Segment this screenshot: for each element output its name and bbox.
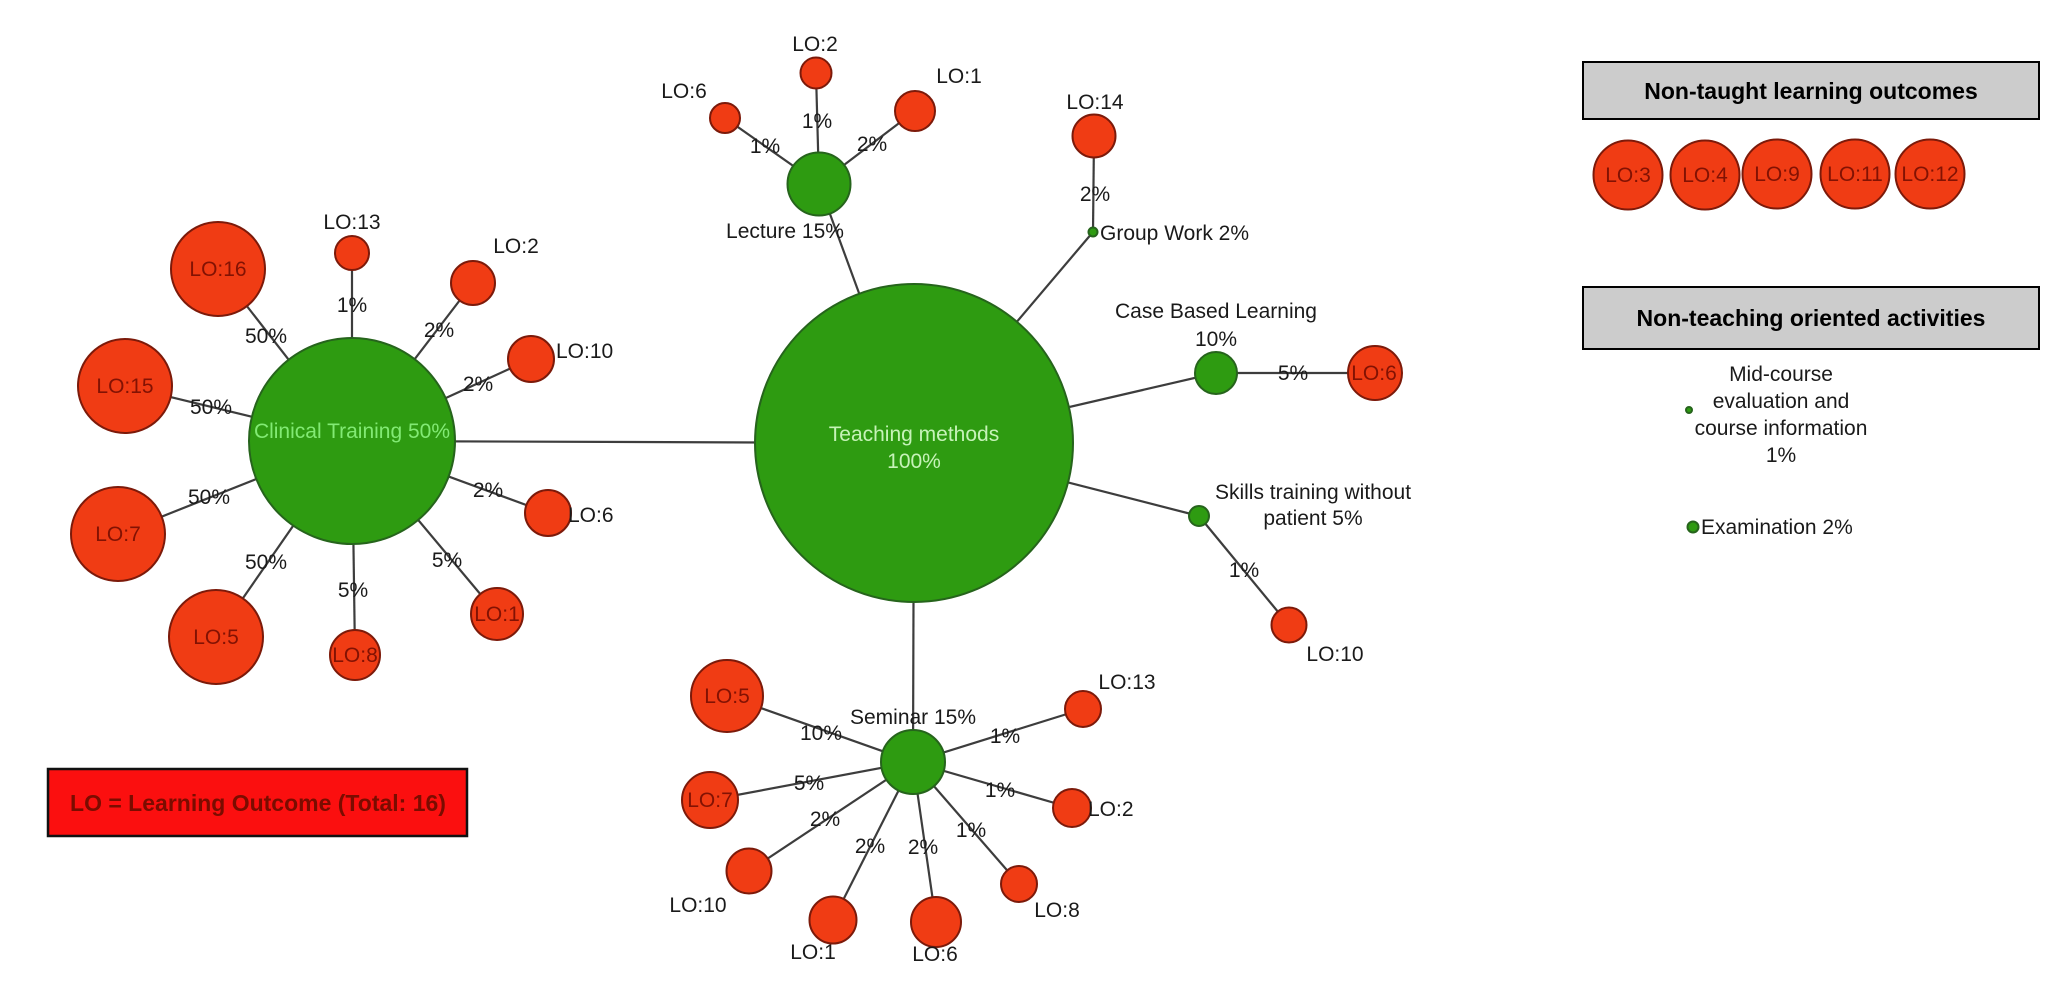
- svg-text:LO:1: LO:1: [790, 941, 836, 964]
- svg-text:LO:3: LO:3: [1605, 164, 1651, 187]
- svg-text:patient 5%: patient 5%: [1263, 507, 1362, 530]
- svg-text:50%: 50%: [190, 396, 232, 419]
- svg-text:course information: course information: [1695, 417, 1868, 440]
- svg-text:LO:1: LO:1: [936, 65, 982, 88]
- svg-text:1%: 1%: [802, 110, 832, 133]
- svg-text:50%: 50%: [245, 551, 287, 574]
- svg-text:LO:4: LO:4: [1682, 164, 1728, 187]
- svg-text:LO:9: LO:9: [1754, 163, 1800, 186]
- svg-text:Skills training without: Skills training without: [1215, 481, 1411, 504]
- svg-text:1%: 1%: [985, 779, 1015, 802]
- svg-text:LO:10: LO:10: [669, 894, 726, 917]
- svg-text:LO:14: LO:14: [1066, 91, 1124, 114]
- svg-text:LO:5: LO:5: [704, 685, 750, 708]
- svg-text:2%: 2%: [908, 836, 938, 859]
- svg-text:Examination 2%: Examination 2%: [1701, 516, 1853, 539]
- svg-text:5%: 5%: [794, 772, 824, 795]
- svg-text:LO:6: LO:6: [568, 504, 614, 527]
- svg-text:50%: 50%: [188, 486, 230, 509]
- svg-text:LO:1: LO:1: [474, 603, 520, 626]
- svg-text:2%: 2%: [855, 835, 885, 858]
- svg-text:2%: 2%: [1080, 183, 1110, 206]
- svg-text:Mid-course: Mid-course: [1729, 363, 1833, 386]
- svg-text:LO:8: LO:8: [1034, 899, 1080, 922]
- svg-text:LO:6: LO:6: [912, 943, 958, 966]
- svg-text:2%: 2%: [473, 479, 503, 502]
- svg-text:1%: 1%: [990, 725, 1020, 748]
- svg-text:5%: 5%: [1278, 362, 1308, 385]
- svg-text:LO:10: LO:10: [556, 340, 613, 363]
- svg-text:LO:13: LO:13: [323, 211, 380, 234]
- svg-text:Non-taught learning outcomes: Non-taught learning outcomes: [1644, 78, 1978, 104]
- svg-text:LO:11: LO:11: [1827, 163, 1883, 186]
- svg-text:LO:13: LO:13: [1098, 671, 1155, 694]
- svg-text:evaluation and: evaluation and: [1713, 390, 1850, 413]
- svg-text:1%: 1%: [1229, 559, 1259, 582]
- svg-text:1%: 1%: [956, 819, 986, 842]
- svg-text:2%: 2%: [424, 319, 454, 342]
- svg-text:Case Based Learning: Case Based Learning: [1115, 300, 1317, 323]
- svg-text:LO:7: LO:7: [95, 523, 141, 546]
- svg-text:1%: 1%: [337, 294, 367, 317]
- svg-text:LO:6: LO:6: [661, 80, 707, 103]
- svg-text:5%: 5%: [338, 579, 368, 602]
- svg-text:Non-teaching oriented activiti: Non-teaching oriented activities: [1637, 305, 1986, 331]
- svg-text:LO:10: LO:10: [1306, 643, 1363, 666]
- svg-text:5%: 5%: [432, 549, 462, 572]
- svg-text:Group Work 2%: Group Work 2%: [1100, 222, 1249, 245]
- svg-text:10%: 10%: [1195, 328, 1237, 351]
- svg-text:2%: 2%: [463, 373, 493, 396]
- svg-text:LO:6: LO:6: [1351, 362, 1397, 385]
- svg-text:2%: 2%: [857, 133, 887, 156]
- svg-text:50%: 50%: [245, 325, 287, 348]
- svg-text:Lecture 15%: Lecture 15%: [726, 220, 844, 243]
- svg-text:Clinical Training 50%: Clinical Training 50%: [254, 420, 450, 443]
- svg-text:1%: 1%: [1766, 444, 1796, 467]
- svg-text:LO:15: LO:15: [96, 375, 153, 398]
- svg-text:1%: 1%: [750, 135, 780, 158]
- svg-text:100%: 100%: [887, 450, 941, 473]
- svg-text:LO:2: LO:2: [792, 33, 838, 56]
- svg-text:LO:12: LO:12: [1901, 163, 1958, 186]
- svg-text:LO:8: LO:8: [332, 644, 378, 667]
- svg-text:LO:16: LO:16: [189, 258, 246, 281]
- svg-text:LO:2: LO:2: [493, 235, 539, 258]
- svg-text:2%: 2%: [810, 808, 840, 831]
- svg-text:10%: 10%: [800, 722, 842, 745]
- svg-text:Teaching methods: Teaching methods: [829, 423, 999, 446]
- svg-text:LO:7: LO:7: [687, 789, 733, 812]
- svg-text:LO:5: LO:5: [193, 626, 239, 649]
- svg-text:Seminar 15%: Seminar 15%: [850, 706, 976, 729]
- svg-text:LO:2: LO:2: [1088, 798, 1134, 821]
- svg-text:LO = Learning Outcome (Total:: LO = Learning Outcome (Total: 16): [70, 790, 446, 816]
